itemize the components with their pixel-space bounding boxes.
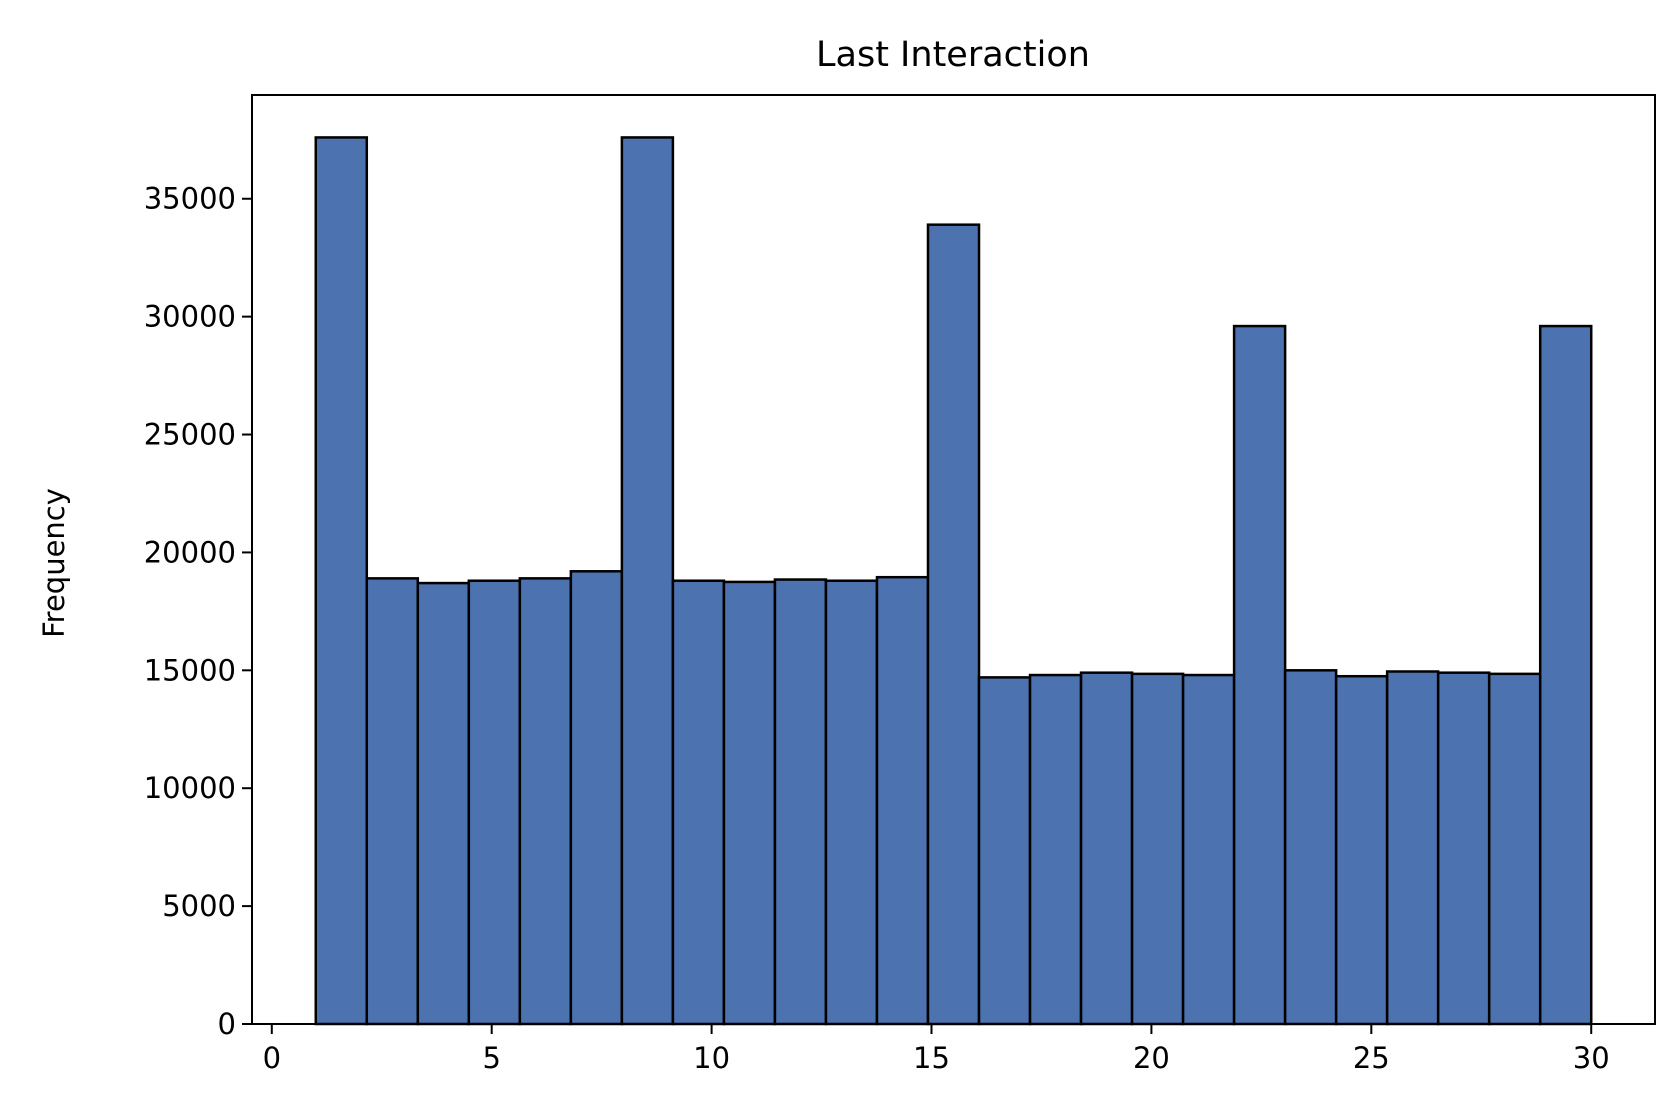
histogram-bar	[1028, 673, 1083, 1026]
plot-frame	[251, 94, 1656, 1025]
histogram-bar	[1487, 672, 1542, 1026]
y-tick-label: 10000	[144, 771, 236, 805]
x-axis-ticks: 0 5 10 15 20 25 30	[263, 1024, 1610, 1075]
histogram-bar	[620, 136, 675, 1026]
histogram-bar	[824, 579, 879, 1026]
chart-title: Last Interaction	[816, 35, 1090, 75]
x-tick-label: 10	[693, 1041, 730, 1075]
histogram-bar	[1385, 670, 1440, 1026]
y-tick-label: 30000	[144, 300, 236, 334]
y-axis-ticks: 0 5000 10000 15000 20000 25000 30000 35000	[144, 182, 252, 1041]
histogram-bar	[1334, 674, 1389, 1026]
x-tick-label: 20	[1133, 1041, 1170, 1075]
y-tick-label: 20000	[144, 535, 236, 569]
histogram-bar	[569, 570, 624, 1026]
histogram-bar	[722, 580, 777, 1026]
x-tick-label: 5	[482, 1041, 500, 1075]
histogram-bar	[977, 676, 1032, 1026]
histogram-bar	[875, 575, 930, 1026]
histogram-bar	[1232, 324, 1287, 1026]
x-tick-label: 0	[263, 1041, 281, 1075]
histogram-bar	[926, 223, 981, 1026]
histogram-bar	[365, 577, 420, 1026]
histogram-bar	[1283, 669, 1338, 1026]
histogram-bar	[1130, 672, 1185, 1026]
x-tick-label: 15	[913, 1041, 950, 1075]
histogram-bar	[1538, 324, 1593, 1026]
histogram-bar	[416, 581, 471, 1026]
y-tick-label: 15000	[144, 653, 236, 687]
histogram-bar	[518, 577, 573, 1026]
y-tick-label: 0	[218, 1007, 236, 1041]
y-tick-label: 25000	[144, 418, 236, 452]
y-tick-label: 5000	[162, 889, 236, 923]
histogram-bar	[671, 579, 726, 1026]
y-tick-label: 35000	[144, 182, 236, 216]
histogram-bar	[1079, 671, 1134, 1026]
histogram-bar	[314, 136, 369, 1026]
y-axis-label: Frequency	[37, 488, 71, 638]
histogram-bar	[773, 578, 828, 1026]
histogram-bar	[1181, 673, 1236, 1026]
x-tick-label: 25	[1353, 1041, 1390, 1075]
bars-group	[314, 136, 1593, 1026]
histogram-bar	[1436, 671, 1491, 1026]
x-tick-label: 30	[1573, 1041, 1610, 1075]
histogram-bar	[467, 579, 522, 1026]
